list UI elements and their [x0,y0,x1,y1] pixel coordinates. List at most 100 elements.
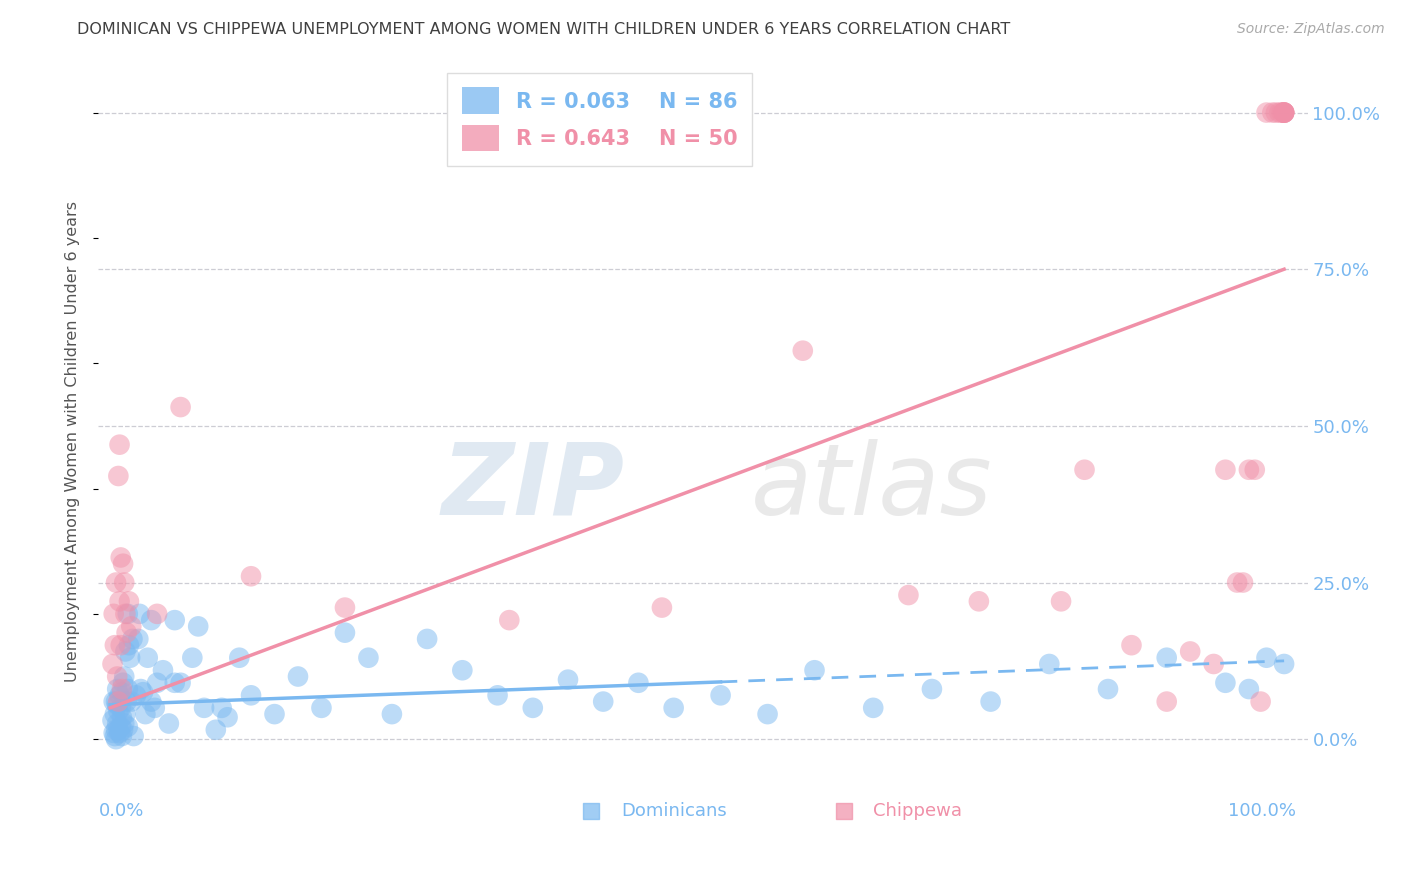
Point [1156,695,1178,709]
Point [1272,657,1295,671]
Point [333,600,356,615]
Point [143,701,166,715]
Point [115,625,138,640]
Point [104,638,127,652]
Point [1180,644,1202,658]
Point [111,685,134,699]
Point [110,720,132,734]
Point [110,701,132,715]
Text: 100.0%: 100.0% [1227,802,1296,821]
Point [287,669,309,683]
Point [105,723,128,737]
Point [128,607,150,621]
Point [181,650,204,665]
Point [111,710,134,724]
Point [103,695,125,709]
Point [381,707,404,722]
Point [121,632,143,646]
Point [897,588,920,602]
Point [1272,105,1295,120]
Point [1215,463,1237,477]
Point [105,695,128,709]
Point [120,695,142,709]
Point [107,723,129,737]
Point [108,438,131,452]
Point [122,729,145,743]
Point [114,707,136,722]
Point [921,681,943,696]
Point [627,675,650,690]
Point [104,707,127,722]
Point [146,675,169,690]
Point [111,729,134,743]
Point [103,607,125,621]
Point [107,469,129,483]
Point [105,732,128,747]
Point [651,600,673,615]
Point [105,716,128,731]
Point [311,701,333,715]
Point [132,685,155,699]
Point [1215,675,1237,690]
Point [581,804,603,818]
Point [1271,105,1294,120]
Point [111,681,134,696]
Point [592,695,614,709]
Point [1272,105,1295,120]
Point [169,675,191,690]
Point [118,638,141,652]
Point [832,804,855,818]
Point [107,695,129,709]
Point [107,704,129,718]
Point [240,689,263,703]
Point [1256,650,1278,665]
Point [163,613,186,627]
Y-axis label: Unemployment Among Women with Children Under 6 years: Unemployment Among Women with Children U… [65,201,80,682]
Point [522,701,544,715]
Point [1050,594,1073,608]
Point [1272,105,1295,120]
Point [112,723,135,737]
Point [103,726,125,740]
Text: ZIP: ZIP [441,439,624,535]
Point [136,650,159,665]
Point [105,669,128,683]
Point [112,575,135,590]
Point [104,729,127,743]
Text: Chippewa: Chippewa [873,802,962,821]
Point [146,607,169,621]
Point [557,673,579,687]
Point [114,607,136,621]
Point [1272,105,1295,120]
Point [193,701,215,715]
Point [1121,638,1143,652]
Point [451,663,474,677]
Point [1073,463,1095,477]
Point [105,698,128,712]
Point [204,723,226,737]
Point [141,695,163,709]
Point [112,716,135,731]
Point [333,625,356,640]
Point [105,575,128,590]
Point [163,675,186,690]
Point [803,663,825,677]
Point [187,619,209,633]
Point [263,707,285,722]
Point [101,714,124,728]
Point [1097,681,1119,696]
Point [112,675,135,690]
Point [1243,463,1265,477]
Point [108,726,131,740]
Point [120,650,142,665]
Point [1256,105,1278,120]
Point [1272,105,1295,120]
Point [127,632,149,646]
Point [1268,105,1291,120]
Text: atlas: atlas [751,439,993,535]
Point [1264,105,1286,120]
Point [792,343,814,358]
Point [110,638,132,652]
Point [710,689,733,703]
Point [129,681,152,696]
